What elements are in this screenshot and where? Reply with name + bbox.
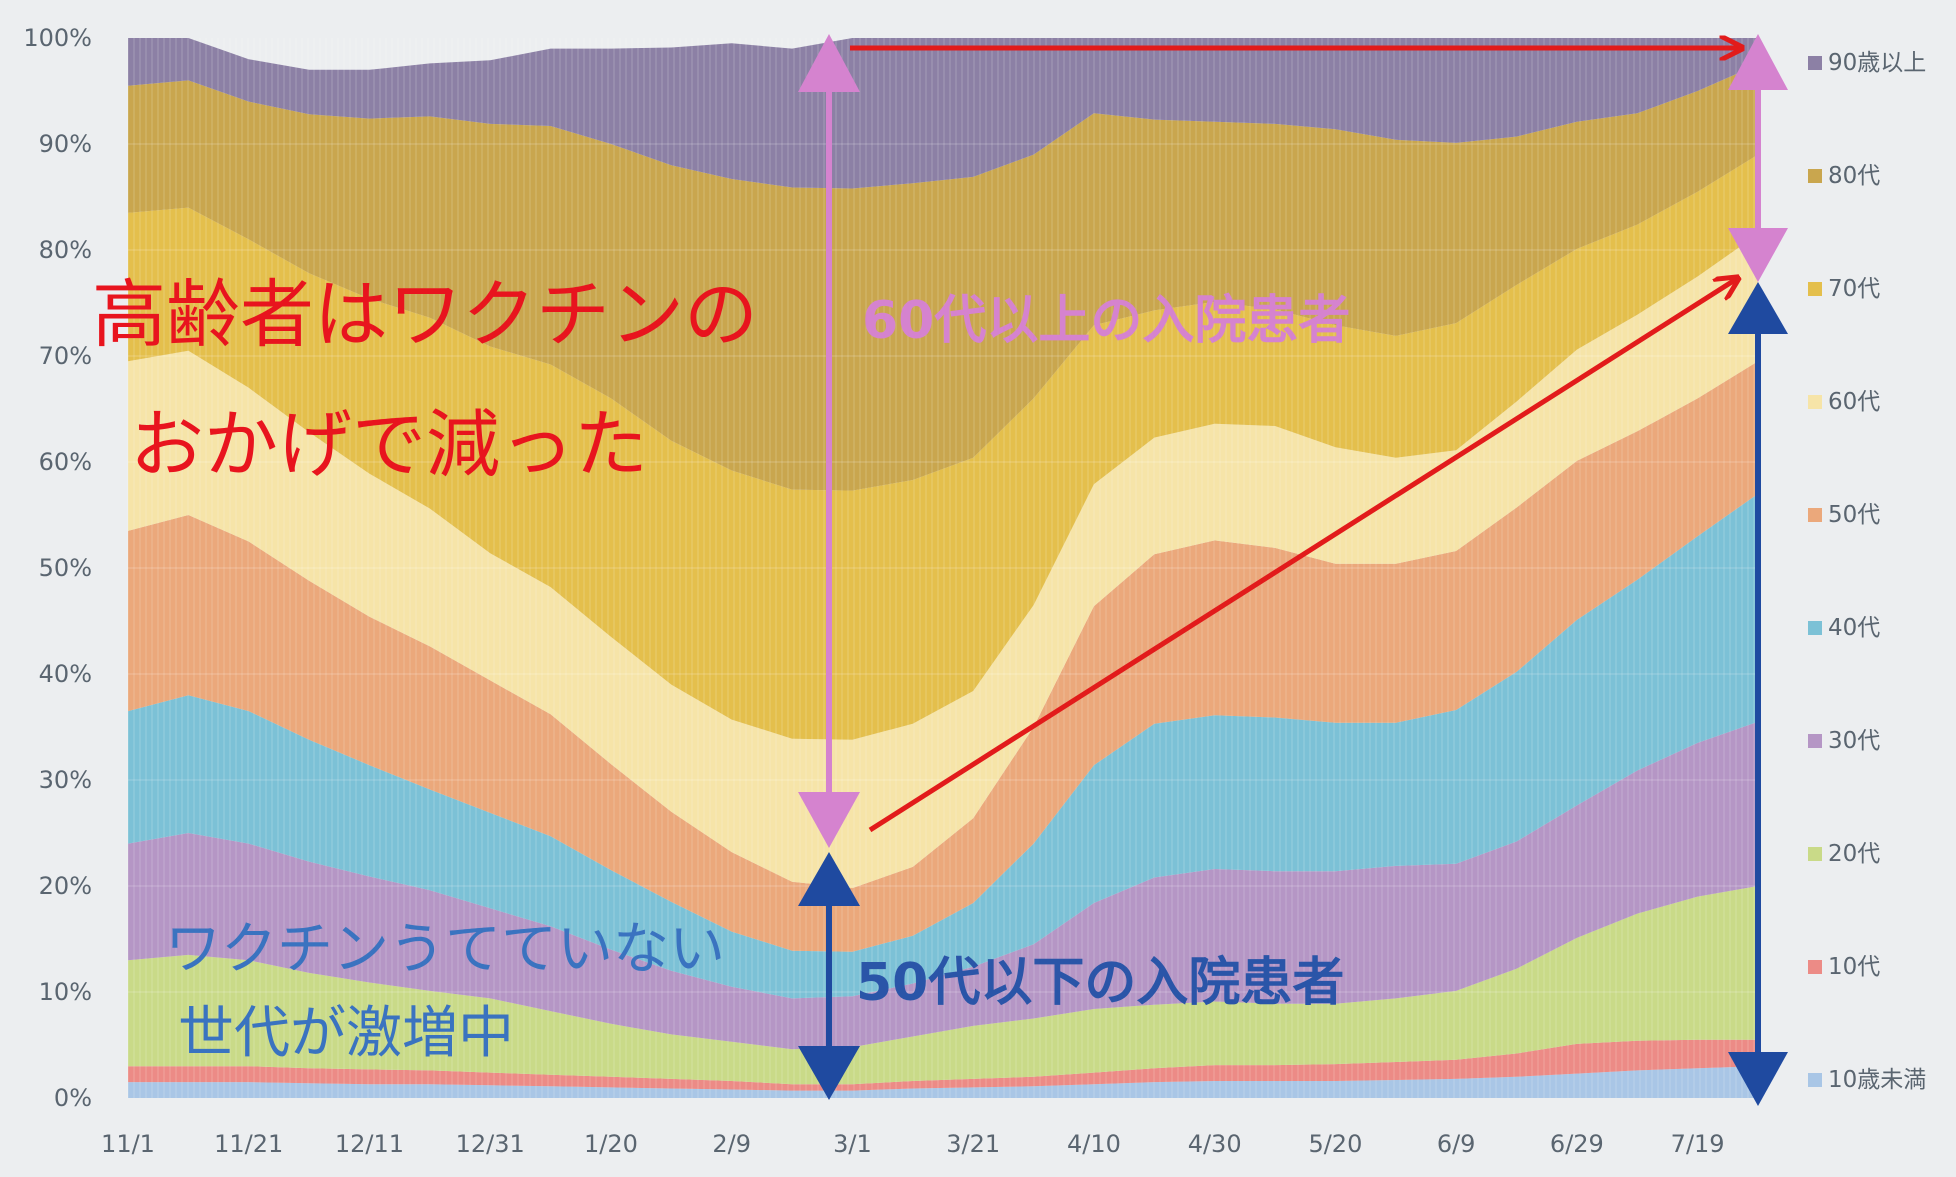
- x-tick-label: 1/20: [584, 1130, 638, 1158]
- x-tick-label: 12/11: [335, 1130, 404, 1158]
- area-40代: [128, 493, 1758, 999]
- legend-swatch: [1808, 56, 1822, 70]
- vertical-hatch-overlay: [127, 38, 1755, 1098]
- y-tick-label: 10%: [39, 978, 92, 1006]
- blue-arrow-head-up: [798, 852, 860, 906]
- y-tick-label: 60%: [39, 448, 92, 476]
- legend-label: 10代: [1828, 954, 1880, 980]
- x-axis-ticks: 11/1 11/21 12/11 12/31 1/20 2/9 3/1 3/21 4/10 4/3…: [101, 1130, 1725, 1158]
- x-tick-label: 4/10: [1067, 1130, 1121, 1158]
- x-tick-label: 6/29: [1550, 1130, 1604, 1158]
- y-tick-label: 30%: [39, 766, 92, 794]
- area-90歳以上: [128, 38, 1758, 189]
- area-10歳未満: [128, 1066, 1758, 1098]
- legend-label: 50代: [1828, 502, 1880, 528]
- legend-label: 10歳未満: [1828, 1067, 1926, 1093]
- blue-note-line2: 世代が激増中: [178, 1001, 514, 1066]
- y-tick-label: 90%: [39, 130, 92, 158]
- legend-swatch: [1808, 395, 1822, 409]
- area-60代: [128, 234, 1758, 889]
- legend-label: 80代: [1828, 163, 1880, 189]
- legend-swatch: [1808, 734, 1822, 748]
- y-tick-label: 100%: [23, 24, 92, 52]
- legend-swatch: [1808, 508, 1822, 522]
- x-tick-label: 7/19: [1671, 1130, 1725, 1158]
- x-tick-label: 2/9: [712, 1130, 751, 1158]
- legend-swatch: [1808, 169, 1822, 183]
- pink-right-arrow-head-up: [1728, 34, 1788, 90]
- pink-arrow-head-down: [798, 792, 860, 848]
- x-tick-label: 3/21: [946, 1130, 1000, 1158]
- x-tick-label: 4/30: [1188, 1130, 1242, 1158]
- x-tick-label: 6/9: [1437, 1130, 1476, 1158]
- legend-swatch: [1808, 282, 1822, 296]
- red-note-line2: おかげで減った: [130, 402, 648, 488]
- area-80代: [128, 64, 1758, 491]
- legend-swatch: [1808, 621, 1822, 635]
- area-70代: [128, 154, 1758, 740]
- area-50代: [128, 361, 1758, 952]
- y-tick-label: 20%: [39, 872, 92, 900]
- annotation-overlay: 60代以上の入院患者 50代以下の入院患者 高齢者はワクチンの おかげで減った …: [92, 34, 1788, 1106]
- x-tick-label: 3/1: [833, 1130, 872, 1158]
- y-tick-label: 40%: [39, 660, 92, 688]
- y-tick-label: 70%: [39, 342, 92, 370]
- x-tick-label: 12/31: [456, 1130, 525, 1158]
- legend-label: 60代: [1828, 389, 1880, 415]
- y-tick-label: 0%: [54, 1084, 92, 1112]
- red-diagonal-arrow: [868, 278, 1738, 833]
- area-series-group: [128, 38, 1758, 1098]
- area-20代: [128, 886, 1758, 1085]
- legend-label: 20代: [1828, 841, 1880, 867]
- x-tick-label: 11/21: [214, 1130, 283, 1158]
- x-tick-label: 5/20: [1308, 1130, 1362, 1158]
- blue-note-line1: ワクチンうてていない: [165, 917, 725, 982]
- over60-label: 60代以上の入院患者: [862, 291, 1350, 351]
- blue-right-arrow-head-up: [1728, 282, 1788, 334]
- legend-label: 70代: [1828, 276, 1880, 302]
- legend-swatch: [1808, 1073, 1822, 1087]
- under50-label: 50代以下の入院患者: [856, 953, 1344, 1013]
- legend-swatch: [1808, 960, 1822, 974]
- blue-right-arrow-head-down: [1728, 1052, 1788, 1106]
- y-tick-label: 80%: [39, 236, 92, 264]
- pink-right-arrow-head-down: [1728, 228, 1788, 282]
- legend-label: 90歳以上: [1828, 50, 1926, 76]
- area-10代: [128, 1039, 1758, 1091]
- area-30代: [128, 721, 1758, 1050]
- y-axis-ticks: 0% 10% 20% 30% 40% 50% 60% 70% 80% 90% 100%: [23, 24, 1758, 1112]
- legend-label: 30代: [1828, 728, 1880, 754]
- blue-arrow-head-down: [798, 1046, 860, 1100]
- pink-arrow-head-up: [798, 34, 860, 92]
- red-note-line1: 高齢者はワクチンの: [92, 272, 758, 358]
- y-tick-label: 50%: [39, 554, 92, 582]
- legend-label: 40代: [1828, 615, 1880, 641]
- legend-swatch: [1808, 847, 1822, 861]
- x-tick-label: 11/1: [101, 1130, 155, 1158]
- legend: 90歳以上 80代 70代 60代 50代 40代 30代 20代 10代 10歳未満: [1808, 50, 1926, 1093]
